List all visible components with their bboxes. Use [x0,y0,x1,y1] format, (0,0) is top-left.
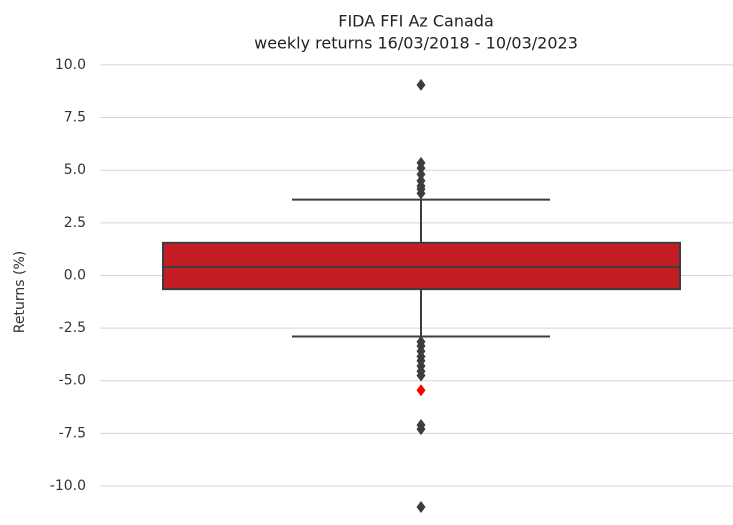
outlier [416,501,426,514]
outlier [416,423,426,436]
y-tick-label: 10.0 [55,57,86,73]
y-tick-label: -7.5 [59,425,86,441]
outlier [416,187,426,200]
outlier [416,162,426,175]
y-tick-label: -2.5 [59,320,86,336]
chart-subtitle: weekly returns 16/03/2018 - 10/03/2023 [254,34,578,53]
y-tick-label: -10.0 [50,478,86,494]
y-tick-label: 0.0 [64,267,86,283]
y-tick-label: 5.0 [64,162,86,178]
box [162,241,681,291]
y-tick-label: -5.0 [59,373,86,389]
outlier [416,369,426,382]
outlier [416,78,426,91]
y-axis-label: Returns (%) [12,251,28,333]
y-tick-label: 2.5 [64,215,86,231]
chart-title: FIDA FFI Az Canada [338,12,494,31]
highlight-point [416,384,426,397]
outlier [416,168,426,181]
y-tick-label: 7.5 [64,110,86,126]
